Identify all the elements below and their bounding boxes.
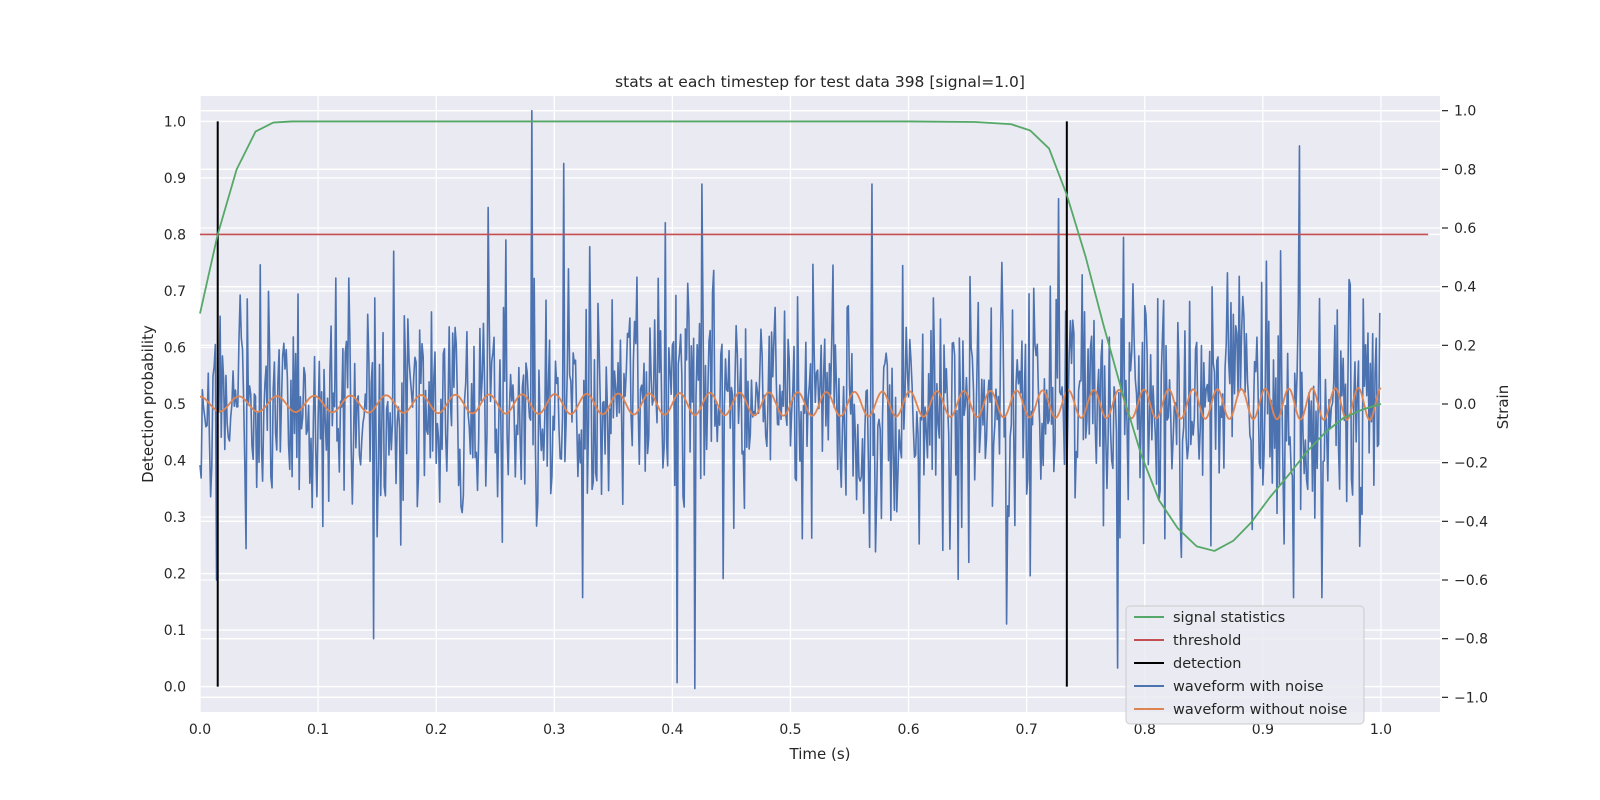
y-tick-label: 0.6 bbox=[164, 340, 186, 356]
x-tick-label: 0.4 bbox=[661, 722, 683, 738]
y2-tick-label: −0.6 bbox=[1454, 573, 1488, 589]
x-tick-label: 0.9 bbox=[1252, 722, 1274, 738]
x-tick-label: 0.3 bbox=[543, 722, 565, 738]
y-tick-label: 0.8 bbox=[164, 227, 186, 243]
y2-tick-label: −0.4 bbox=[1454, 514, 1488, 530]
y-tick-label: 0.3 bbox=[164, 510, 186, 526]
plot-content bbox=[199, 109, 1429, 690]
x-tick-label: 0.1 bbox=[307, 722, 329, 738]
y-tick-label: 1.0 bbox=[164, 114, 186, 130]
y2-tick-label: −1.0 bbox=[1454, 690, 1488, 706]
y-tick-label: 0.1 bbox=[164, 623, 186, 639]
y-axis-label: Detection probability bbox=[139, 325, 157, 483]
y2-tick-label: 0.8 bbox=[1454, 162, 1476, 178]
y-tick-label: 0.2 bbox=[164, 567, 186, 583]
y-tick-label: 0.4 bbox=[164, 454, 186, 470]
y2-tick-label: −0.2 bbox=[1454, 456, 1488, 472]
y-tick-label: 0.0 bbox=[164, 680, 186, 696]
x-tick-label: 0.0 bbox=[189, 722, 211, 738]
y2-tick-label: 0.4 bbox=[1454, 280, 1476, 296]
y2-tick-label: 0.0 bbox=[1454, 397, 1476, 413]
legend-frame bbox=[1125, 605, 1365, 725]
chart-title: stats at each timestep for test data 398… bbox=[615, 73, 1025, 91]
y2-tick-label: 0.2 bbox=[1454, 338, 1476, 354]
y2-tick-label: 1.0 bbox=[1454, 104, 1476, 120]
y-tick-label: 0.9 bbox=[164, 171, 186, 187]
legend-label: threshold bbox=[1173, 633, 1241, 649]
y-tick-label: 0.7 bbox=[164, 284, 186, 300]
legend-label: signal statistics bbox=[1173, 610, 1285, 626]
x-tick-label: 0.2 bbox=[425, 722, 447, 738]
x-tick-label: 0.6 bbox=[897, 722, 919, 738]
y2-axis-label: Strain bbox=[1494, 385, 1512, 429]
y2-tick-label: −0.8 bbox=[1454, 632, 1488, 648]
series-line-waveform-with-noise bbox=[199, 109, 1381, 690]
y2-tick-label: 0.6 bbox=[1454, 221, 1476, 237]
x-tick-label: 0.8 bbox=[1134, 722, 1156, 738]
legend-label: detection bbox=[1173, 656, 1241, 672]
axes: 0.0 0.1 0.2 0.3 0.4 0.5 0.6 0.7 0.8 0.9 1.0 0.0 0.1 0… bbox=[164, 104, 1488, 738]
legend-label: waveform without noise bbox=[1173, 702, 1347, 718]
x-axis-label: Time (s) bbox=[789, 745, 851, 763]
y-tick-label: 0.5 bbox=[164, 397, 186, 413]
legend-label: waveform with noise bbox=[1173, 679, 1324, 695]
legend: signal statistics threshold detection wavef… bbox=[1125, 605, 1365, 725]
series-line-waveform-without-noise bbox=[199, 387, 1382, 421]
x-tick-label: 1.0 bbox=[1370, 722, 1392, 738]
series-line-signal-statistics bbox=[199, 120, 1382, 552]
x-tick-label: 0.5 bbox=[779, 722, 801, 738]
x-tick-label: 0.7 bbox=[1016, 722, 1038, 738]
